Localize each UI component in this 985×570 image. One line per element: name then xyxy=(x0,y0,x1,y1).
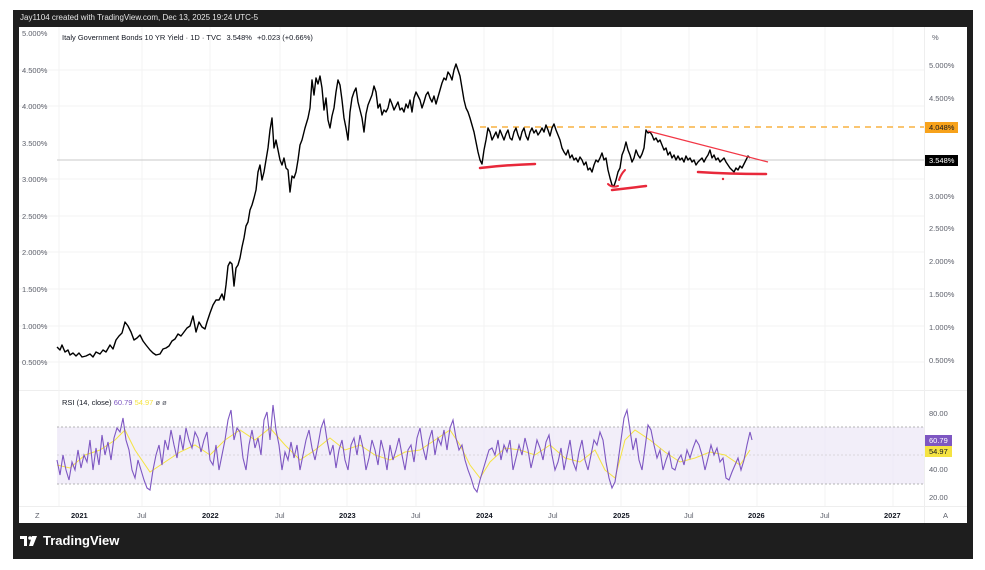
auto-scale-button[interactable]: A xyxy=(943,511,949,520)
brand-name: TradingView xyxy=(43,533,120,548)
right-axis-label: 1.000% xyxy=(929,323,955,332)
zoom-button[interactable]: Z xyxy=(35,511,40,520)
right-axis-label: 0.500% xyxy=(929,356,955,365)
symbol-title: Italy Government Bonds 10 YR Yield · 1D … xyxy=(62,33,222,42)
support-mark-2 xyxy=(610,184,648,192)
right-axis-label: 2.500% xyxy=(929,224,955,233)
left-axis-label: 2.500% xyxy=(22,212,48,221)
rsi-ma-value: 54.97 xyxy=(134,398,154,407)
time-label: 2022 xyxy=(202,511,219,520)
time-label: Jul xyxy=(275,511,285,520)
left-axis-label: 1.500% xyxy=(22,285,48,294)
tradingview-logo: TradingView xyxy=(20,533,119,548)
time-label: 2026 xyxy=(748,511,765,520)
left-axis-label: 2.000% xyxy=(22,248,48,257)
rsi-ma-series xyxy=(56,427,751,479)
descending-trendline xyxy=(647,130,769,163)
time-label: 2024 xyxy=(476,511,493,520)
time-label: Jul xyxy=(684,511,694,520)
time-label: Jul xyxy=(137,511,147,520)
left-axis-label: 4.000% xyxy=(22,102,48,111)
last-price-badge: 3.548% xyxy=(925,155,959,166)
time-label: 2027 xyxy=(884,511,901,520)
time-axis-separator xyxy=(19,506,967,507)
rsi-axis-label: 40.00 xyxy=(929,465,948,474)
time-label: Jul xyxy=(548,511,558,520)
rsi-ma-badge: 54.97 xyxy=(925,446,952,457)
change-value: +0.023 (+0.66%) xyxy=(257,33,313,42)
price-axis-separator xyxy=(924,27,925,523)
price-series xyxy=(56,63,751,358)
left-axis-label: 4.500% xyxy=(22,66,48,75)
resistance-price-badge: 4.048% xyxy=(925,122,959,133)
rsi-value: 60.79 xyxy=(113,398,133,407)
price-unit-label: % xyxy=(932,33,939,42)
time-label: Jul xyxy=(411,511,421,520)
rsi-series xyxy=(56,404,753,494)
time-label: Jul xyxy=(820,511,830,520)
rsi-extra-1: ø xyxy=(155,398,161,407)
support-mark-1 xyxy=(478,162,537,170)
left-axis-label: 5.000% xyxy=(22,29,48,38)
rsi-value-badge: 60.79 xyxy=(925,435,952,446)
left-axis-label: 3.000% xyxy=(22,175,48,184)
time-label: 2023 xyxy=(339,511,356,520)
rsi-axis-label: 80.00 xyxy=(929,409,948,418)
rsi-axis-label: 20.00 xyxy=(929,493,948,502)
time-label: 2021 xyxy=(71,511,88,520)
right-axis-label: 5.000% xyxy=(929,61,955,70)
time-label: 2025 xyxy=(613,511,630,520)
symbol-legend[interactable]: Italy Government Bonds 10 YR Yield · 1D … xyxy=(62,33,316,42)
last-value: 3.548% xyxy=(226,33,252,42)
right-axis-label: 2.000% xyxy=(929,257,955,266)
rsi-legend[interactable]: RSI (14, close) 60.79 54.97 ø ø xyxy=(62,398,167,407)
right-axis-label: 1.500% xyxy=(929,290,955,299)
pane-separator[interactable] xyxy=(19,390,967,391)
rsi-extra-2: ø xyxy=(162,398,167,407)
left-axis-label: 1.000% xyxy=(22,322,48,331)
tradingview-logo-icon xyxy=(20,535,37,546)
left-axis-label: 0.500% xyxy=(22,358,48,367)
right-axis-label: 3.000% xyxy=(929,192,955,201)
support-mark-3 xyxy=(696,170,768,176)
rsi-title: RSI (14, close) xyxy=(62,398,112,407)
left-axis-label: 3.500% xyxy=(22,139,48,148)
author-credit: Jay1104 created with TradingView.com, De… xyxy=(20,13,259,22)
rsi-band xyxy=(57,427,924,484)
right-axis-label: 4.500% xyxy=(929,94,955,103)
